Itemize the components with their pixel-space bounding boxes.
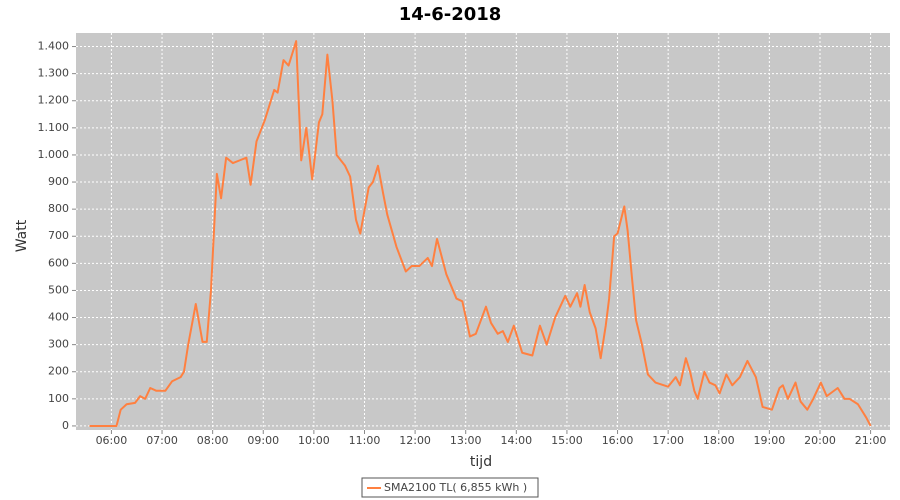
x-tick-label: 17:00: [652, 434, 684, 447]
data-line: [89, 40, 872, 427]
legend-label: SMA2100 TL( 6,855 kWh ): [384, 481, 527, 494]
y-tick-label: 1.000: [38, 148, 70, 161]
y-tick-label: 0: [62, 419, 69, 432]
y-tick-label: 1.100: [38, 121, 70, 134]
y-tick-label: 500: [48, 283, 69, 296]
x-tick-label: 07:00: [146, 434, 178, 447]
x-tick-label: 21:00: [855, 434, 887, 447]
y-tick-label: 1.300: [38, 67, 70, 80]
y-tick-label: 100: [48, 392, 69, 405]
x-tick-label: 18:00: [703, 434, 735, 447]
x-tick-label: 10:00: [298, 434, 330, 447]
x-tick-label: 14:00: [500, 434, 532, 447]
y-tick-label: 400: [48, 311, 69, 324]
x-tick-label: 08:00: [197, 434, 229, 447]
x-tick-label: 06:00: [96, 434, 128, 447]
y-tick-label: 600: [48, 256, 69, 269]
legend: [361, 477, 539, 498]
x-tick-label: 16:00: [602, 434, 634, 447]
y-tick-label: 900: [48, 175, 69, 188]
y-tick-label: 800: [48, 202, 69, 215]
y-tick-label: 1.400: [38, 40, 70, 53]
plot-area: [76, 33, 890, 430]
x-axis-label: tijd: [470, 454, 492, 470]
y-axis-label: Watt: [14, 219, 30, 252]
y-tick-label: 200: [48, 365, 69, 378]
chart-title: 14-6-2018: [399, 4, 502, 25]
x-tick-label: 15:00: [551, 434, 583, 447]
y-tick-label: 300: [48, 338, 69, 351]
x-tick-label: 11:00: [349, 434, 381, 447]
x-tick-label: 09:00: [247, 434, 279, 447]
x-tick-label: 20:00: [804, 434, 836, 447]
x-tick-label: 13:00: [450, 434, 482, 447]
y-tick-label: 700: [48, 229, 69, 242]
x-tick-label: 12:00: [399, 434, 431, 447]
y-tick-label: 1.200: [38, 94, 70, 107]
x-tick-label: 19:00: [754, 434, 786, 447]
